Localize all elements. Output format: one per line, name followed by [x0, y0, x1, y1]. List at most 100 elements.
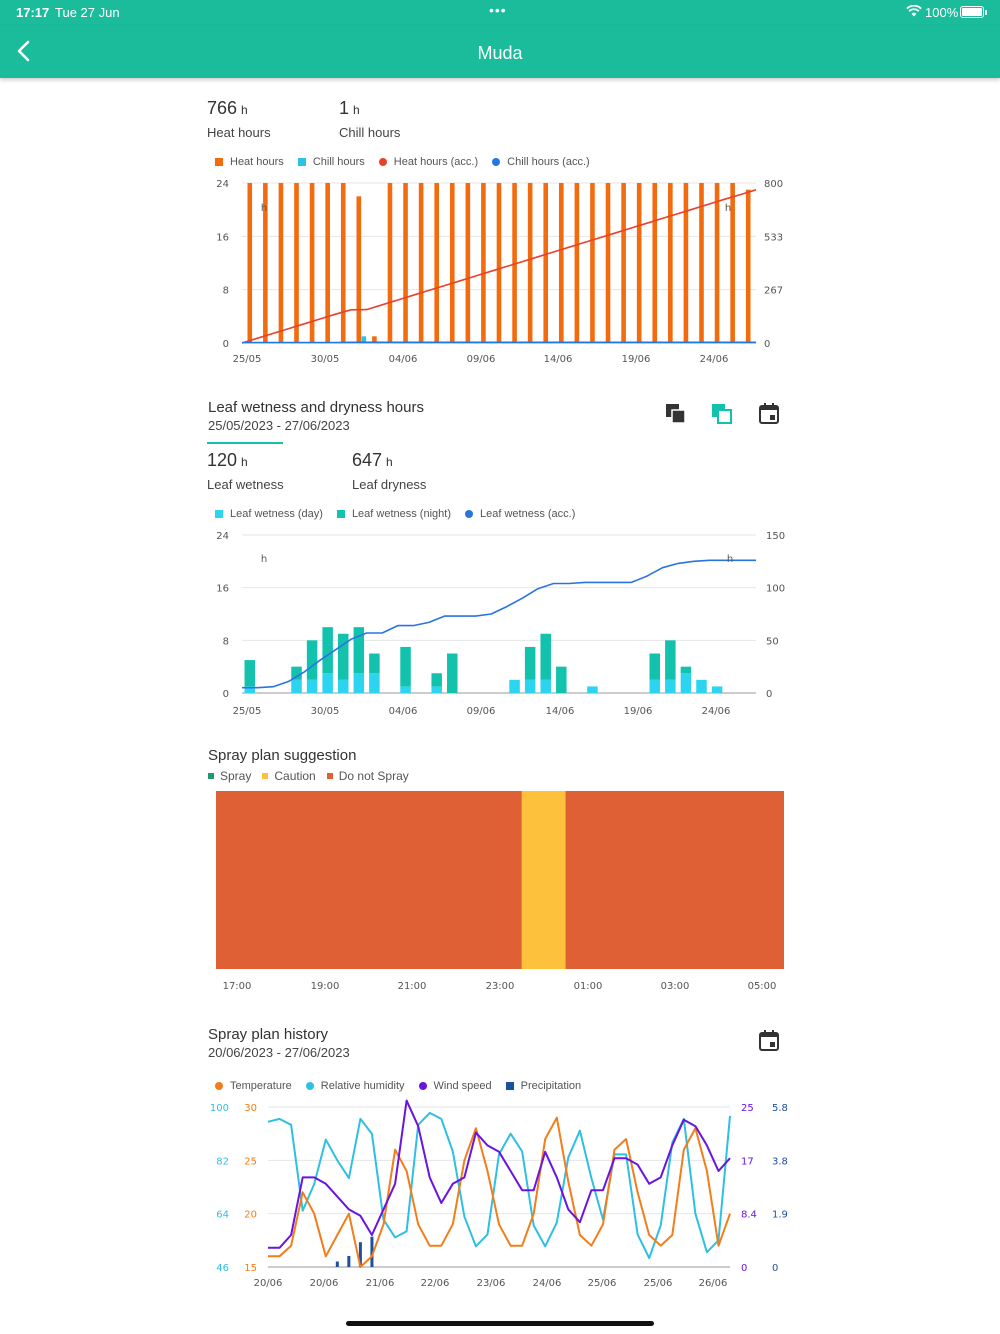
legend-leaf-day[interactable]: Leaf wetness (day): [215, 508, 323, 520]
heat-hours-bar: [745, 189, 751, 343]
legend-chill-hours-acc[interactable]: Chill hours (acc.): [492, 156, 590, 168]
leaf-wetness-chart[interactable]: 24 150 16 100 8 50 0 0 h h 25/05 30/05 04/06 09/06 14/…: [200, 524, 800, 724]
leaf-wetness-night-bar: [337, 633, 349, 680]
leaf-wetness-number: 120: [207, 450, 238, 470]
calendar-icon[interactable]: [756, 401, 782, 427]
multitask-dots[interactable]: •••: [489, 2, 507, 18]
heat-hours-bar: [652, 183, 658, 343]
leaf-dryness-value[interactable]: 647 h: [352, 450, 393, 471]
x-tick: 20/06: [254, 1278, 283, 1289]
precipitation-bar: [370, 1236, 374, 1267]
legend-leaf-night[interactable]: Leaf wetness (night): [336, 508, 451, 520]
home-indicator[interactable]: [346, 1321, 654, 1326]
x-tick: 24/06: [533, 1278, 562, 1289]
legend-humidity[interactable]: Relative humidity: [305, 1080, 405, 1092]
legend-chill-hours-label: Chill hours: [312, 156, 365, 168]
heat-hours-number: 766: [207, 98, 238, 118]
legend-humidity-label: Relative humidity: [320, 1080, 405, 1092]
leaf-wetness-night-bar: [291, 666, 302, 680]
x-tick: 21/06: [366, 1278, 395, 1289]
x-tick: 04/06: [389, 354, 418, 365]
status-bar: 17:17 Tue 27 Jun ••• 100%: [0, 0, 1000, 26]
legend-leaf-day-label: Leaf wetness (day): [230, 508, 323, 520]
heat-hours-bar: [372, 336, 377, 343]
leaf-wetness-acc-line: [242, 559, 756, 689]
legend-heat-hours-acc[interactable]: Heat hours (acc.): [378, 156, 479, 168]
back-chevron-icon[interactable]: [12, 38, 38, 64]
heat-hours-acc-line: [241, 189, 757, 344]
legend-wind-speed-label: Wind speed: [433, 1080, 492, 1092]
compare-layers-icon[interactable]: [663, 401, 689, 427]
status-time: 17:17: [16, 5, 50, 20]
heat-hours-bar: [699, 183, 704, 343]
x-tick: 19/06: [622, 354, 651, 365]
leaf-wetness-day-bar: [540, 679, 551, 693]
leaf-wetness-value[interactable]: 120 h: [207, 450, 248, 471]
spray-plan-chart[interactable]: 17:00 19:00 21:00 23:00 01:00 03:00 05:00: [200, 785, 800, 1000]
leaf-wetness-day-bar: [306, 679, 318, 693]
precipitation-bar: [347, 1255, 351, 1267]
heat-hours-unit: h: [241, 103, 248, 117]
x-tick: 21:00: [398, 981, 427, 992]
heat-hours-bar: [621, 183, 626, 343]
leaf-wetness-night-bar: [400, 646, 411, 687]
leaf-wetness-night-bar: [369, 653, 380, 674]
y-temperature-tick: 15: [244, 1263, 257, 1274]
leaf-wetness-label[interactable]: Leaf wetness: [207, 477, 284, 492]
y-wind-tick: 8.4: [741, 1210, 757, 1221]
legend-wind-speed[interactable]: Wind speed: [418, 1080, 492, 1092]
x-tick: 20/06: [310, 1278, 339, 1289]
overlay-layers-icon[interactable]: [709, 401, 735, 427]
chill-hours-label: Chill hours: [339, 125, 401, 140]
heat-hours-bar: [512, 183, 517, 343]
heat-hours-bar: [387, 183, 393, 343]
leaf-wetness-day-bar: [649, 679, 661, 693]
heat-hours-bar: [294, 183, 299, 343]
x-tick: 05:00: [748, 981, 777, 992]
spray-history-chart[interactable]: 100 30 25 5.8 82 25 17 3.8 64 20 8.4 1.9 46 15 0 0 20/06…: [200, 1096, 800, 1296]
x-tick: 24/06: [700, 354, 729, 365]
chill-hours-bar: [361, 336, 367, 343]
heat-hours-label: Heat hours: [207, 125, 271, 140]
y-left-tick: 0: [223, 339, 229, 350]
heat-chill-chart[interactable]: 24 800 16 533 8 267 0 0 h h 25/05 30/05 04/06 09/06 14…: [200, 172, 800, 372]
leaf-wetness-day-bar: [353, 673, 365, 693]
leaf-dryness-number: 647: [352, 450, 383, 470]
page-title: Muda: [477, 43, 523, 63]
leaf-wetness-day-bar: [665, 679, 676, 693]
leaf-wetness-day-bar: [680, 673, 692, 693]
selected-tab-indicator: [207, 442, 283, 444]
battery-percent: 100%: [925, 5, 959, 20]
leaf-wetness-night-bar: [524, 646, 536, 680]
leaf-wetness-night-bar: [447, 653, 458, 693]
y-temperature-tick: 30: [244, 1103, 257, 1114]
leaf-wetness-night-bar: [431, 673, 442, 687]
heat-hours-bar: [636, 183, 642, 343]
leaf-dryness-unit: h: [386, 455, 393, 469]
leaf-section-title: Leaf wetness and dryness hours: [208, 399, 424, 416]
leaf-wetness-day-bar: [337, 679, 349, 693]
legend-leaf-acc[interactable]: Leaf wetness (acc.): [465, 508, 575, 520]
y-humidity-tick: 100: [210, 1103, 229, 1114]
y-left-tick: 16: [216, 584, 229, 595]
heat-hours-bar: [559, 183, 564, 343]
legend-heat-hours-acc-label: Heat hours (acc.): [393, 156, 479, 168]
legend-temperature[interactable]: Temperature: [215, 1080, 292, 1092]
unit-marker-right: h: [725, 203, 731, 214]
battery-icon: [960, 6, 987, 18]
heat-hours-bar: [527, 183, 533, 343]
legend-chill-hours[interactable]: Chill hours: [297, 156, 365, 168]
leaf-chart-legend: Leaf wetness (day) Leaf wetness (night) …: [215, 508, 589, 520]
leaf-date-range: 25/05/2023 - 27/06/2023: [208, 418, 350, 433]
leaf-wetness-day-bar: [369, 673, 380, 693]
heat-hours-bar: [481, 183, 486, 343]
history-calendar-icon[interactable]: [756, 1028, 782, 1054]
y-right-tick: 100: [766, 584, 785, 595]
legend-precipitation[interactable]: Precipitation: [505, 1080, 581, 1092]
leaf-dryness-label[interactable]: Leaf dryness: [352, 477, 427, 492]
spray-history-title: Spray plan history: [208, 1026, 329, 1043]
legend-heat-hours[interactable]: Heat hours: [215, 156, 284, 168]
chill-hours-unit: h: [353, 103, 360, 117]
heat-hours-bar: [247, 183, 253, 343]
leaf-wetness-day-bar: [587, 686, 598, 693]
